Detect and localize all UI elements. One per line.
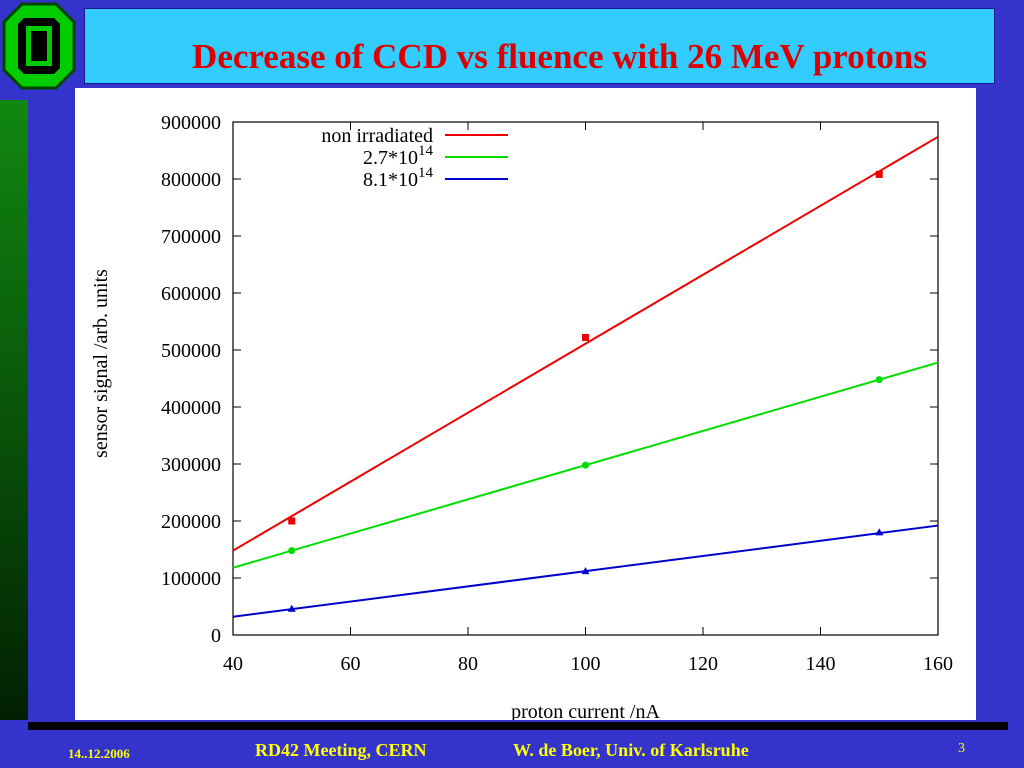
data-point xyxy=(288,517,296,525)
data-point xyxy=(287,604,296,612)
y-tick-label: 600000 xyxy=(161,283,221,305)
x-tick-label: 80 xyxy=(458,653,478,675)
y-tick-label: 700000 xyxy=(161,226,221,248)
data-point xyxy=(875,376,883,384)
series-fit-line xyxy=(232,135,939,552)
title-box: Decrease of CCD vs fluence with 26 MeV p… xyxy=(84,8,995,84)
data-point xyxy=(288,547,296,555)
legend-label: 8.1*1014 xyxy=(363,165,434,191)
y-tick-label: 100000 xyxy=(161,568,221,590)
x-tick-label: 140 xyxy=(806,653,836,675)
footer-author: W. de Boer, Univ. of Karlsruhe xyxy=(513,740,749,760)
data-point xyxy=(582,333,589,341)
footer-page-number: 3 xyxy=(958,741,965,756)
y-tick-label: 400000 xyxy=(161,397,221,419)
data-point xyxy=(875,528,884,536)
legend-label-base: 2.7*10 xyxy=(363,147,418,169)
x-tick-label: 120 xyxy=(688,653,718,675)
x-axis-label: proton current /nA xyxy=(511,701,660,720)
y-tick-label: 0 xyxy=(211,625,221,647)
y-axis-label: sensor signal /arb. units xyxy=(90,269,112,458)
left-green-bar xyxy=(0,100,28,720)
y-tick-label: 900000 xyxy=(161,112,221,134)
series-2 xyxy=(232,524,939,618)
chart: 40 60 80 100 120 140 160 0 100000 200000 300000 400… xyxy=(90,112,953,720)
x-tick-label: 160 xyxy=(923,653,953,675)
data-point xyxy=(581,567,590,575)
series-0 xyxy=(232,135,939,552)
legend-label: non irradiated xyxy=(321,125,433,147)
slide-title: Decrease of CCD vs fluence with 26 MeV p… xyxy=(192,37,927,76)
x-tick-label: 60 xyxy=(341,653,361,675)
y-tick-label: 200000 xyxy=(161,511,221,533)
legend-label-base: non irradiated xyxy=(321,125,433,147)
legend-label-exponent: 14 xyxy=(418,165,434,181)
data-point xyxy=(582,461,589,469)
plot-panel: 40 60 80 100 120 140 160 0 100000 200000 300000 400… xyxy=(75,88,976,720)
footer-date: 14..12.2006 xyxy=(68,746,130,761)
y-tick-label: 800000 xyxy=(161,169,221,191)
data-point xyxy=(875,170,883,178)
legend-label-base: 8.1*10 xyxy=(363,169,418,191)
legend-label: 2.7*1014 xyxy=(363,143,434,169)
footer-meeting: RD42 Meeting, CERN xyxy=(255,740,427,760)
footer-divider xyxy=(28,722,1008,730)
university-logo xyxy=(0,0,76,92)
x-tick-label: 100 xyxy=(571,653,601,675)
y-tick-label: 500000 xyxy=(161,340,221,362)
y-tick-label: 300000 xyxy=(161,454,221,476)
legend-label-exponent: 14 xyxy=(418,143,434,159)
x-tick-label: 40 xyxy=(223,653,243,675)
series-1 xyxy=(232,361,939,569)
